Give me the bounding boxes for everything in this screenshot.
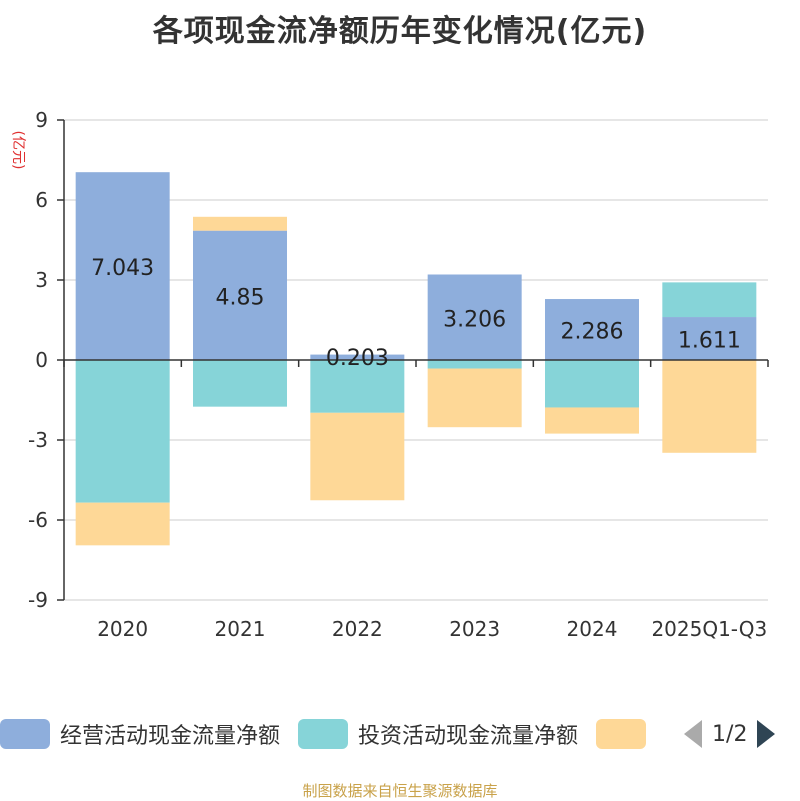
previous-page-icon[interactable] [684, 720, 703, 748]
y-tick-label: -3 [28, 428, 48, 452]
y-tick-label: 6 [35, 188, 48, 212]
bars [75, 172, 757, 546]
grid-lines [64, 119, 768, 601]
bar-segment [545, 299, 639, 360]
y-tick-label: 9 [35, 108, 48, 132]
data-label: 4.85 [216, 285, 265, 310]
y-tick-label: -9 [28, 588, 48, 612]
x-tick-label: 2024 [567, 617, 618, 641]
bar-segment [545, 360, 639, 408]
legend-pager: 1/2 [684, 720, 776, 748]
y-tick-label: 0 [35, 348, 48, 372]
bar-segment [427, 368, 522, 428]
bar-segment [310, 354, 405, 360]
x-tick-label: 2021 [215, 617, 266, 641]
bar-segment [662, 317, 757, 360]
bar-segment [193, 360, 287, 407]
data-labels: 7.043 4.85 0.203 3.206 2.286 1.611 [91, 256, 741, 371]
bar-segment [193, 230, 287, 360]
bar-segment [662, 360, 757, 453]
x-tick-label: 2025Q1-Q3 [651, 617, 767, 641]
axes: 9 6 3 0 -3 -6 -9 2020 2021 2022 2023 2024 2025Q1-Q3 [28, 108, 769, 641]
bar-segment [662, 282, 757, 318]
x-tick-label: 2020 [97, 617, 148, 641]
next-page-icon[interactable] [757, 720, 776, 748]
bar-segment [427, 274, 522, 360]
x-tick-label: 2022 [332, 617, 383, 641]
legend-page-indicator: 1/2 [712, 721, 748, 747]
bar-segment [75, 502, 170, 546]
data-label: 3.206 [443, 307, 506, 332]
bar-segment [75, 360, 170, 503]
legend: 经营活动现金流量净额 投资活动现金流量净额 1/2 [0, 718, 776, 750]
y-tick-label: -6 [28, 508, 48, 532]
bar-segment [75, 172, 170, 360]
data-label: 0.203 [326, 346, 389, 371]
x-tick-label: 2023 [449, 617, 500, 641]
bar-segment [310, 360, 405, 413]
legend-label-investing: 投资活动现金流量净额 [358, 724, 579, 749]
y-axis-unit-label: (亿元) [10, 131, 26, 170]
legend-swatch-investing [298, 719, 349, 749]
y-tick-label: 3 [35, 268, 48, 292]
legend-swatch-financing [596, 719, 647, 749]
data-label: 2.286 [561, 320, 624, 345]
bar-segment [310, 412, 405, 501]
chart-title: 各项现金流净额历年变化情况(亿元) [152, 14, 648, 49]
legend-item-investing[interactable]: 投资活动现金流量净额 [298, 718, 578, 750]
bar-segment [545, 407, 639, 434]
legend-item-financing[interactable] [596, 719, 656, 749]
data-source-note: 制图数据来自恒生聚源数据库 [302, 782, 498, 800]
bar-segment [427, 360, 522, 369]
data-label: 1.611 [678, 329, 741, 354]
legend-item-operating[interactable]: 经营活动现金流量净额 [0, 718, 280, 750]
data-label: 7.043 [91, 256, 154, 281]
legend-swatch-operating [0, 719, 50, 749]
legend-label-operating: 经营活动现金流量净额 [60, 724, 281, 749]
bar-segment [193, 216, 287, 231]
